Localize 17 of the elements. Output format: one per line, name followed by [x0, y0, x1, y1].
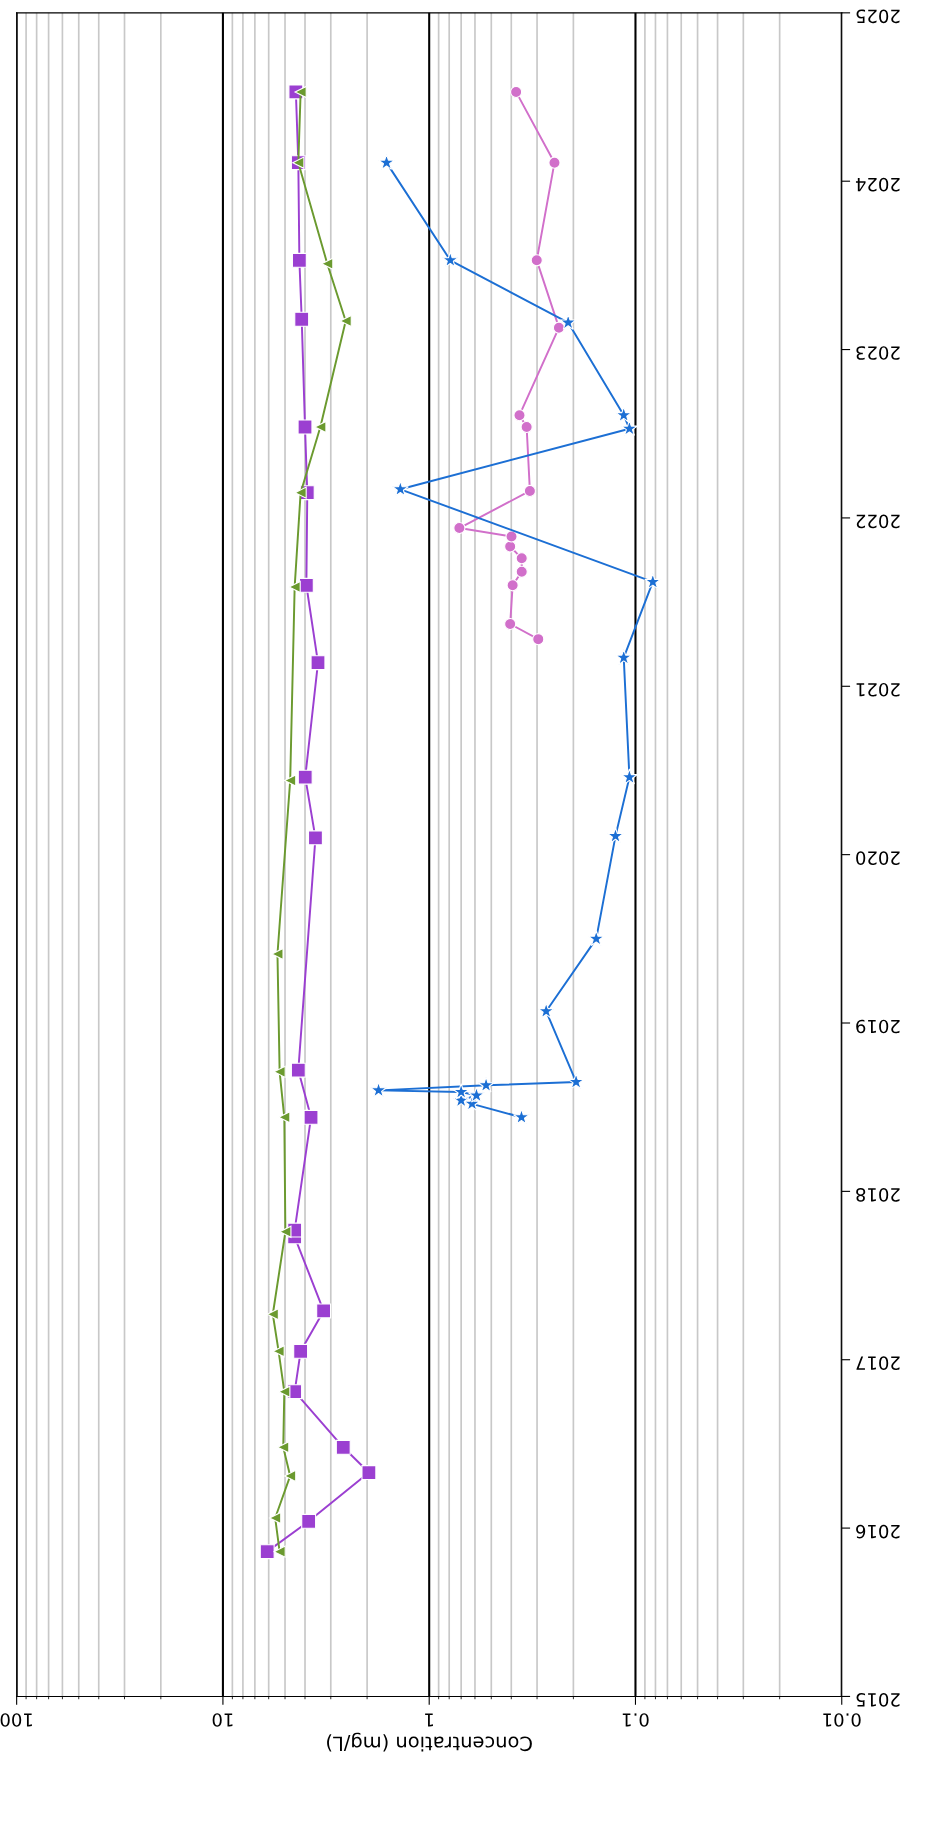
x-tick-label: 100	[0, 1713, 32, 1727]
y-tick-label: 2016	[856, 1524, 900, 1539]
y-tick-label: 2015	[856, 1693, 900, 1707]
y-tick-label: 2025	[856, 9, 900, 24]
x-tick-label: 0.01	[823, 1713, 861, 1727]
x-tick-label: 1	[425, 1713, 433, 1727]
x-tick-label: 0.1	[622, 1713, 649, 1727]
y-tick-label: 2021	[856, 682, 900, 697]
y-tick-label: 2020	[856, 851, 900, 865]
x-tick-label: 10	[212, 1713, 233, 1727]
y-tick-label: 2022	[856, 514, 900, 529]
y-tick-label: 2019	[856, 1019, 900, 1034]
y-tick-label: 2017	[856, 1356, 900, 1371]
y-tick-label: 2024	[855, 177, 900, 192]
x-axis-title: Concentration (mg/L)	[327, 1732, 532, 1752]
y-tick-label: 2023	[856, 346, 900, 360]
y-tick-label: 2018	[856, 1188, 900, 1202]
